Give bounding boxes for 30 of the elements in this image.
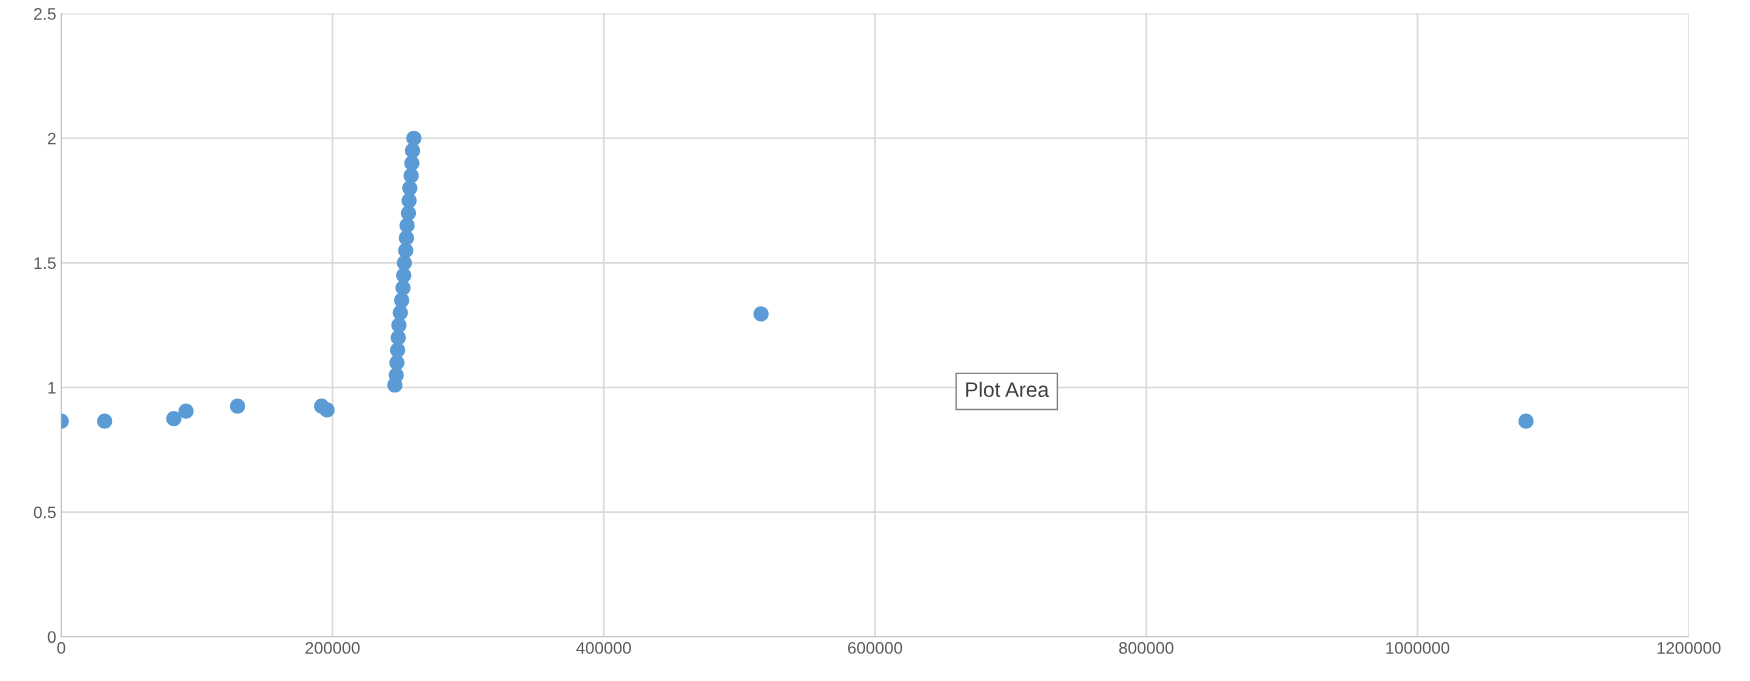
x-tick-label: 800000 (1119, 642, 1174, 654)
y-tick-label: 2.5 (34, 8, 56, 20)
point (399, 217, 415, 234)
point (1518, 413, 1534, 429)
point (319, 402, 335, 418)
point (402, 180, 418, 196)
point (396, 267, 412, 283)
point (97, 413, 113, 429)
annotation: Plot Area (966, 381, 1050, 398)
point (398, 242, 414, 259)
point (753, 306, 769, 322)
x-tick-label: 0 (57, 642, 66, 654)
point (178, 403, 194, 419)
x-tick-label: 600000 (848, 642, 903, 654)
x-tick-label: 1200000 (1657, 642, 1721, 654)
y-tick-label: 0.5 (33, 506, 56, 519)
y-tick-label: 2 (47, 132, 56, 145)
x-tick-label: 200000 (305, 642, 360, 654)
point (229, 398, 246, 414)
point (404, 143, 421, 159)
x-tick-label: 1000000 (1386, 642, 1450, 654)
point (166, 411, 182, 427)
point (394, 292, 410, 308)
point (406, 130, 422, 146)
y-tick-label: 0 (47, 631, 56, 643)
x-tick-label: 400000 (576, 642, 631, 654)
point (396, 255, 412, 271)
point (392, 305, 408, 321)
y-tick-label: 1 (48, 382, 56, 394)
y-tick-label: 1.5 (34, 257, 56, 270)
